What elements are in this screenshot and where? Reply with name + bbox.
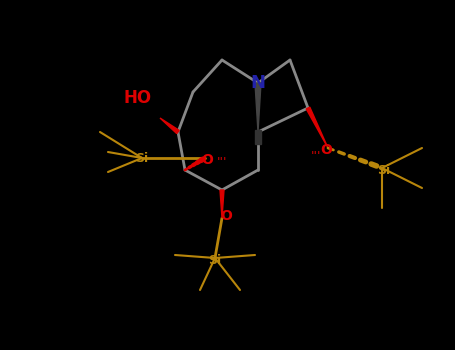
Polygon shape (306, 107, 328, 148)
Text: Si: Si (136, 152, 149, 164)
Text: N: N (251, 74, 266, 92)
Text: ''': ''' (217, 155, 228, 168)
Text: Si: Si (208, 253, 222, 266)
Text: O: O (220, 209, 232, 223)
Bar (255, 130, 261, 144)
Text: ''': ''' (311, 149, 321, 162)
Polygon shape (255, 83, 261, 132)
Text: HO: HO (124, 89, 152, 107)
Polygon shape (220, 190, 224, 218)
Polygon shape (160, 118, 179, 134)
Text: O: O (320, 143, 332, 157)
Text: Si: Si (378, 163, 390, 176)
Text: O: O (201, 153, 213, 167)
